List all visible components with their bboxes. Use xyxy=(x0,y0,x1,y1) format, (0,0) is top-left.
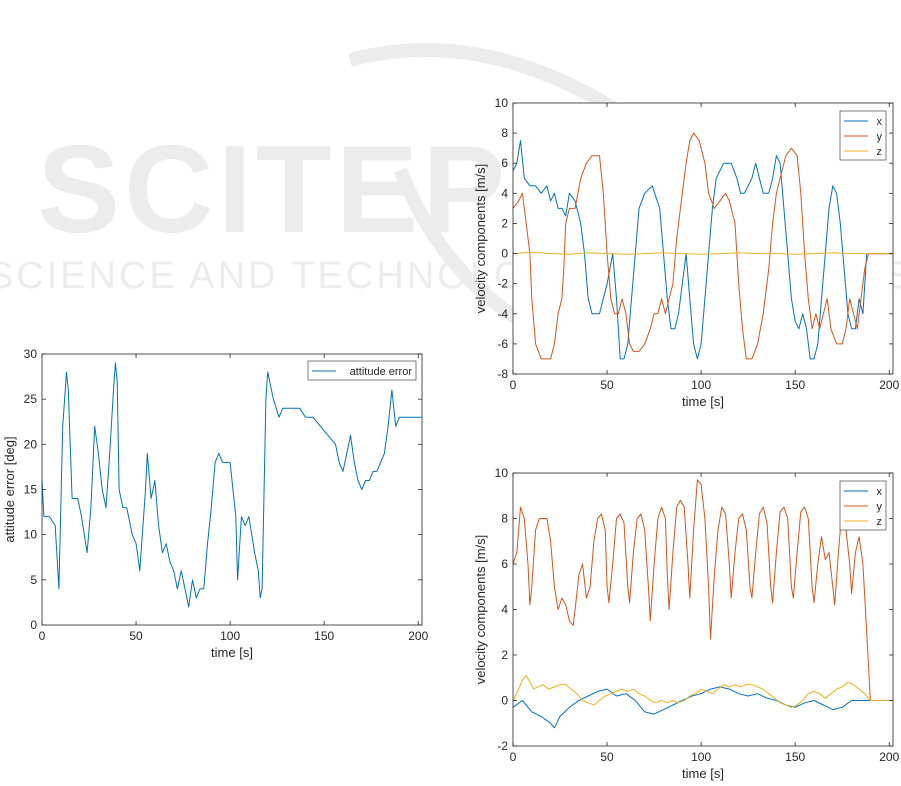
x-tick-label: 100 xyxy=(691,378,711,392)
y-axis-label: velocity components [m/s] xyxy=(473,535,488,685)
legend-box xyxy=(307,360,417,381)
y-tick-label: 6 xyxy=(501,557,508,571)
y-tick-label: 10 xyxy=(495,466,509,480)
x-tick-label: 50 xyxy=(600,750,614,764)
axes-box xyxy=(512,102,894,375)
y-tick-label: 6 xyxy=(501,156,508,170)
y-tick-label: -2 xyxy=(497,739,508,753)
y-axis-label: attitude error [deg] xyxy=(2,436,17,542)
plot-area xyxy=(513,103,893,374)
y-tick-label: 20 xyxy=(24,437,38,451)
y-axis-label: velocity components [m/s] xyxy=(473,164,488,314)
x-tick-label: 150 xyxy=(785,378,805,392)
x-tick-label: 50 xyxy=(600,378,614,392)
y-tick-label: 10 xyxy=(24,528,38,542)
x-axis-label: time [s] xyxy=(682,766,724,781)
legend-label: y xyxy=(877,501,883,513)
y-tick-label: 2 xyxy=(501,648,508,662)
x-tick-label: 50 xyxy=(129,629,143,643)
y-tick-label: 10 xyxy=(495,96,509,110)
y-tick-label: 30 xyxy=(24,347,38,361)
x-tick-label: 0 xyxy=(39,629,46,643)
x-axis-label: time [s] xyxy=(682,394,724,409)
y-tick-label: 15 xyxy=(24,483,38,497)
legend-label: x xyxy=(877,116,883,128)
legend-label: z xyxy=(877,516,883,528)
series-line-y xyxy=(512,479,893,701)
plot-area xyxy=(513,473,893,746)
y-tick-label: 8 xyxy=(501,126,508,140)
x-tick-label: 100 xyxy=(691,750,711,764)
x-tick-label: 150 xyxy=(314,629,334,643)
legend-label: attitude error xyxy=(350,366,413,378)
x-tick-label: 0 xyxy=(510,378,517,392)
y-tick-label: 0 xyxy=(501,694,508,708)
legend-label: y xyxy=(877,131,883,143)
series-line-x xyxy=(512,140,893,360)
x-tick-label: 200 xyxy=(879,378,899,392)
y-tick-label: 0 xyxy=(501,247,508,261)
series-line-x xyxy=(512,686,893,729)
x-tick-label: 200 xyxy=(408,629,428,643)
x-tick-label: 100 xyxy=(220,629,240,643)
y-tick-label: 5 xyxy=(30,573,37,587)
plot-area xyxy=(42,354,422,625)
y-tick-label: -2 xyxy=(497,277,508,291)
y-tick-label: 4 xyxy=(501,603,508,617)
series-line-y xyxy=(512,132,893,360)
y-tick-label: 4 xyxy=(501,186,508,200)
y-tick-label: 2 xyxy=(501,216,508,230)
y-tick-label: 8 xyxy=(501,512,508,526)
y-tick-label: -4 xyxy=(497,307,508,321)
y-tick-label: -6 xyxy=(497,337,508,351)
x-tick-label: 200 xyxy=(879,750,899,764)
legend-label: x xyxy=(877,486,883,498)
x-tick-label: 0 xyxy=(510,750,517,764)
x-axis-label: time [s] xyxy=(211,645,253,660)
series-line-z xyxy=(512,251,893,255)
y-tick-label: -8 xyxy=(497,367,508,381)
legend-label: z xyxy=(877,146,883,158)
series-line-z xyxy=(512,675,893,708)
y-tick-label: 25 xyxy=(24,392,38,406)
x-tick-label: 150 xyxy=(785,750,805,764)
y-tick-label: 0 xyxy=(30,618,37,632)
series-line-attitude-error xyxy=(41,362,422,608)
